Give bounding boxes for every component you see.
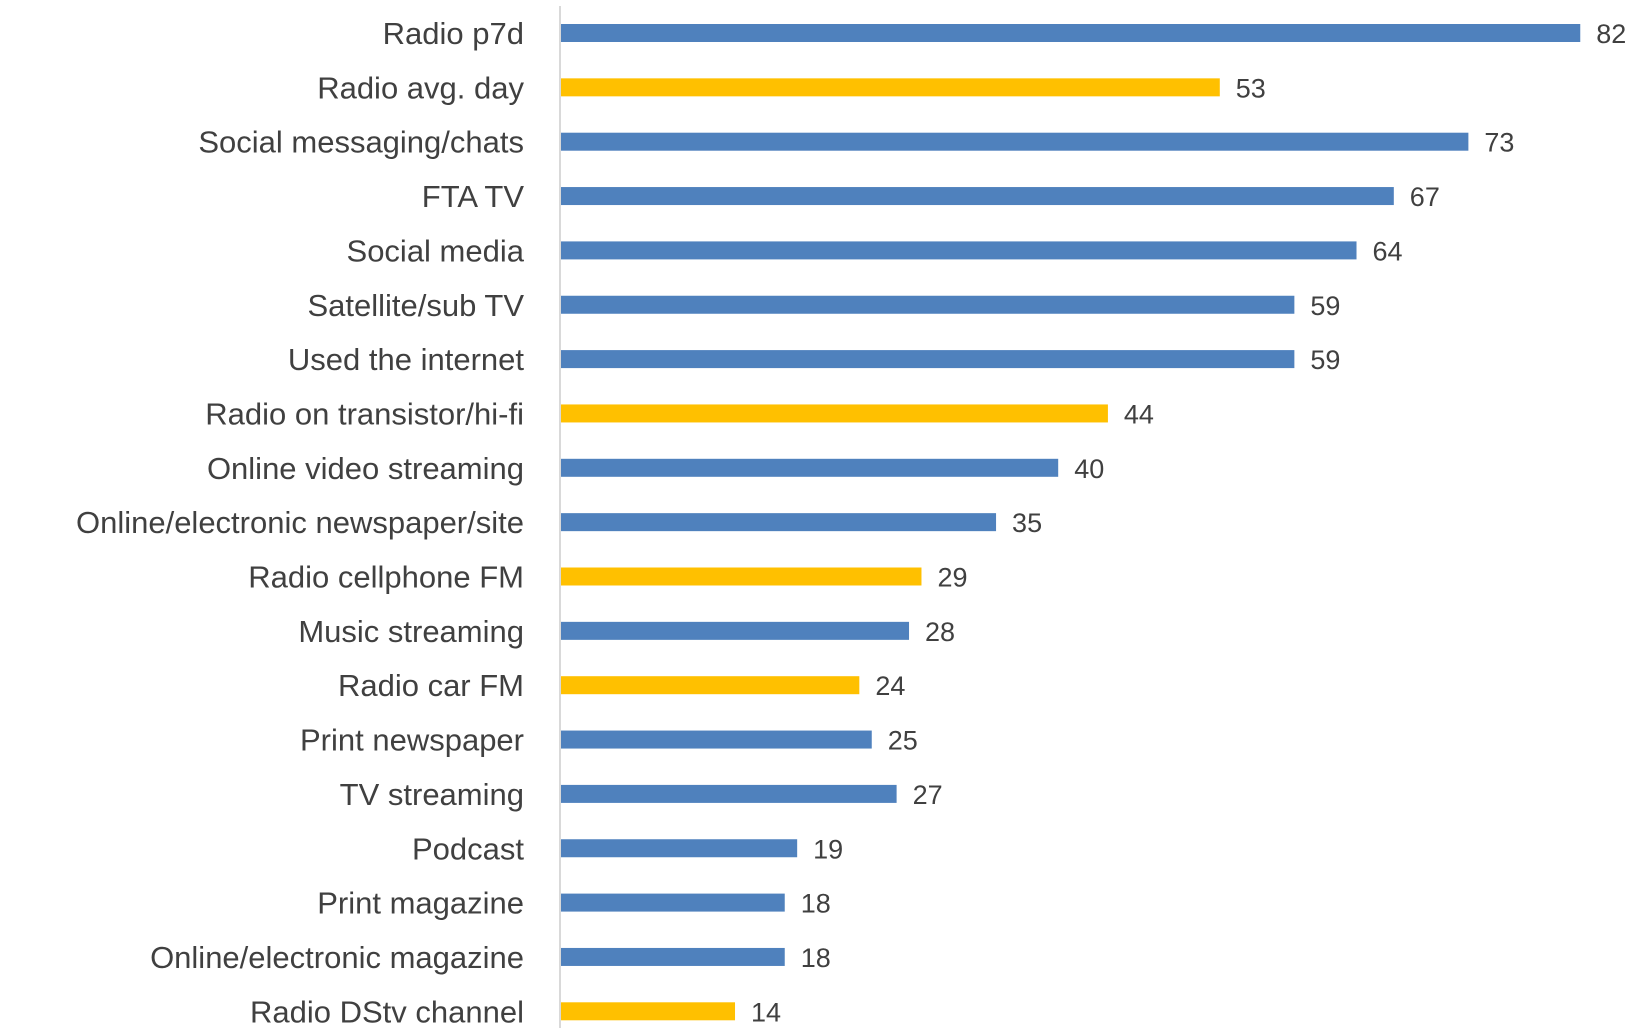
- category-label: Social messaging/chats: [198, 125, 524, 160]
- bar: [561, 676, 860, 695]
- category-label: Radio DStv channel: [250, 994, 524, 1028]
- category-label: Online video streaming: [207, 451, 524, 486]
- bar: [561, 730, 872, 749]
- category-label: Podcast: [412, 831, 524, 866]
- category-label: Print newspaper: [300, 723, 524, 758]
- data-label: 24: [875, 671, 905, 701]
- bar: [561, 24, 1581, 42]
- category-label: Social media: [347, 233, 525, 268]
- data-label: 59: [1310, 345, 1340, 375]
- bar: [561, 567, 922, 586]
- bar: [561, 187, 1394, 206]
- category-label: Radio car FM: [338, 668, 524, 703]
- category-label: Music streaming: [298, 614, 524, 649]
- category-label: Radio avg. day: [317, 70, 524, 105]
- category-label: Radio p7d: [383, 16, 524, 51]
- data-label: 44: [1124, 399, 1154, 429]
- data-label: 82: [1596, 19, 1626, 49]
- bar: [561, 132, 1469, 151]
- category-label: TV streaming: [340, 777, 524, 812]
- data-label: 28: [925, 617, 955, 647]
- category-label: Satellite/sub TV: [307, 288, 524, 323]
- data-label: 40: [1074, 454, 1104, 484]
- bar: [561, 513, 997, 532]
- category-label: Online/electronic newspaper/site: [76, 505, 524, 540]
- category-label: Radio on transistor/hi-fi: [205, 396, 524, 431]
- bars-layer: Radio p7d 82 Radio avg. day 53 Social messag…: [76, 16, 1626, 1028]
- bar: [561, 458, 1059, 477]
- data-label: 73: [1484, 128, 1514, 158]
- data-label: 67: [1410, 182, 1440, 212]
- data-label: 25: [888, 726, 918, 756]
- bar: [561, 1002, 736, 1021]
- bar: [561, 350, 1295, 369]
- data-label: 59: [1310, 291, 1340, 321]
- bar: [561, 241, 1357, 260]
- category-label: Radio cellphone FM: [248, 560, 524, 595]
- category-label: Used the internet: [288, 342, 524, 377]
- bar: [561, 404, 1108, 423]
- bar: [561, 839, 798, 858]
- data-label: 53: [1236, 73, 1266, 103]
- category-label: FTA TV: [422, 179, 525, 214]
- bar: [561, 295, 1295, 314]
- data-label: 18: [801, 943, 831, 973]
- data-label: 19: [813, 834, 843, 864]
- bar: [561, 78, 1220, 97]
- bar: [561, 947, 785, 966]
- data-label: 27: [913, 780, 943, 810]
- data-label: 29: [937, 563, 967, 593]
- data-label: 64: [1373, 236, 1403, 266]
- data-label: 14: [751, 997, 781, 1027]
- data-label: 18: [801, 889, 831, 919]
- bar: [561, 784, 897, 803]
- data-label: 35: [1012, 508, 1042, 538]
- category-label: Print magazine: [317, 886, 524, 921]
- bar: [561, 893, 785, 912]
- bar: [561, 621, 910, 640]
- category-label: Online/electronic magazine: [150, 940, 524, 975]
